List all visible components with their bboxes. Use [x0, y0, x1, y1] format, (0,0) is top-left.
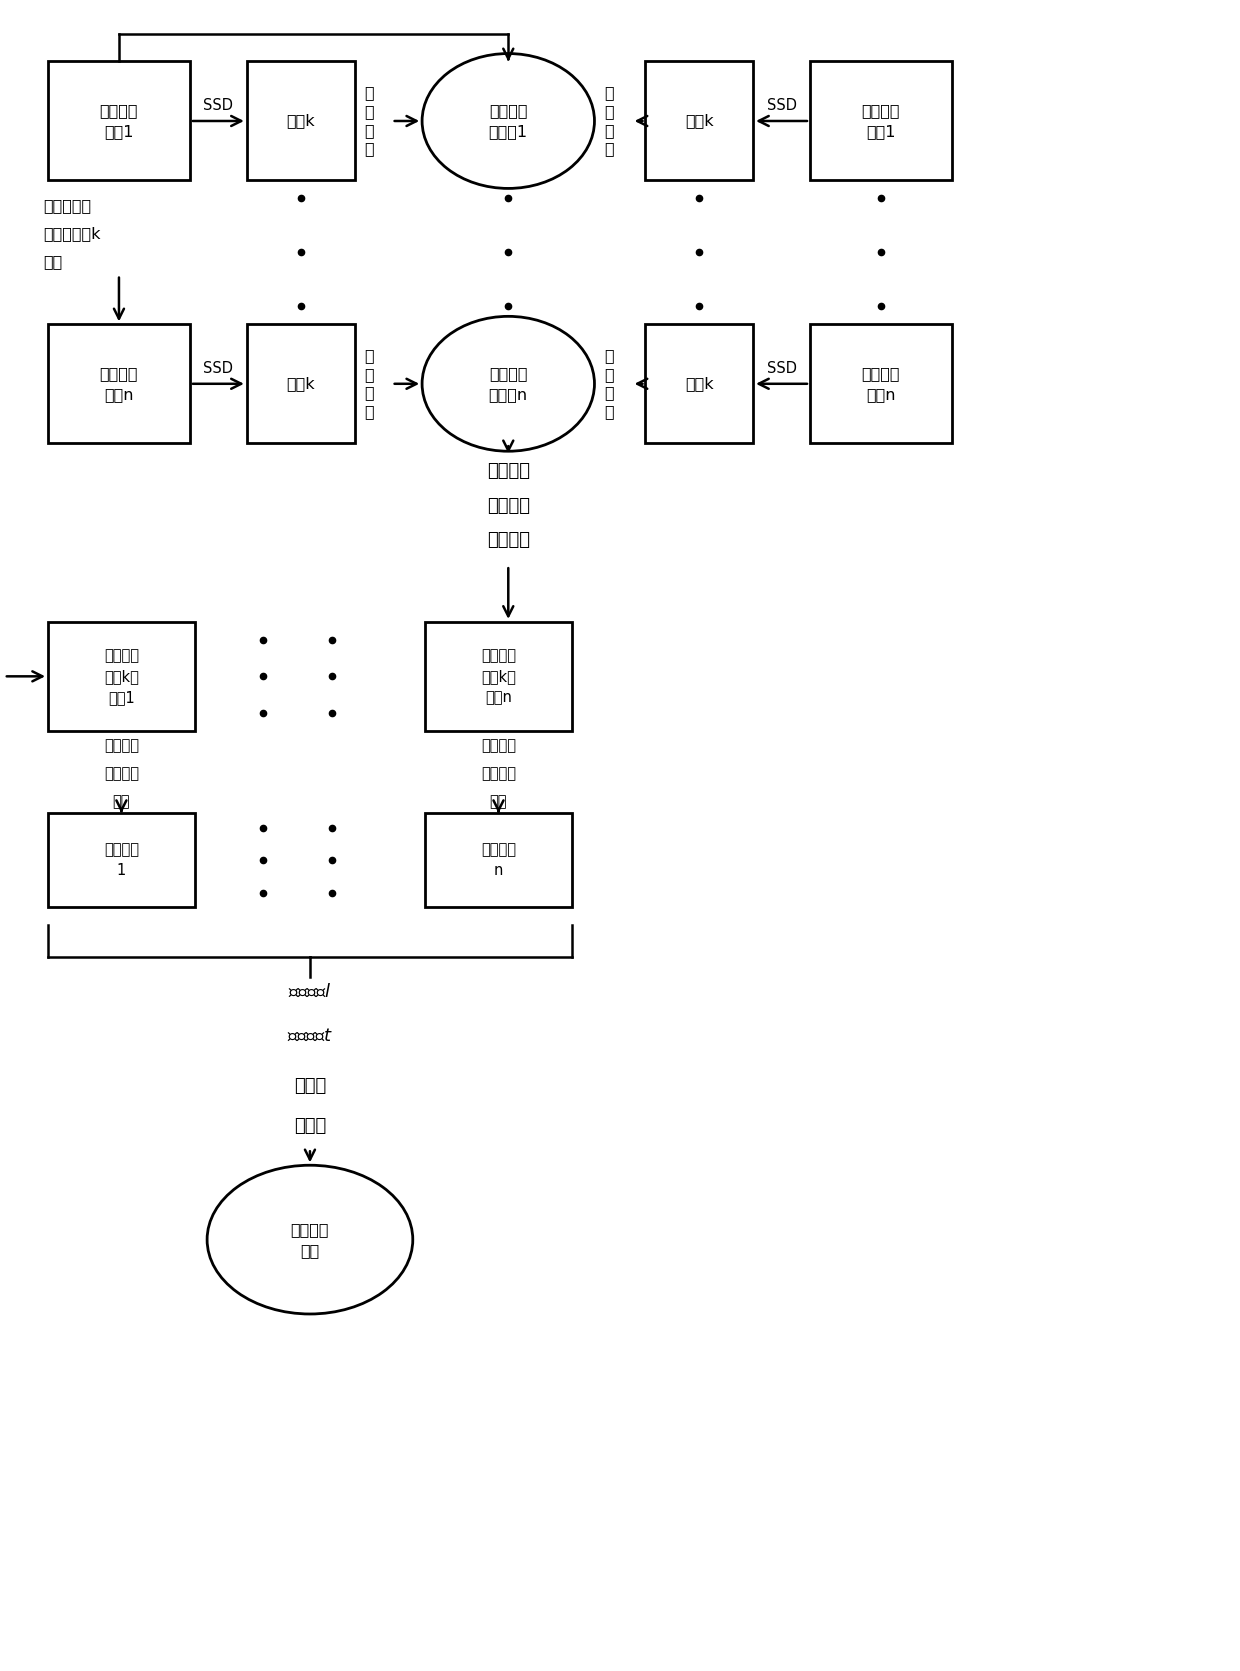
- Text: 追踪: 追踪: [43, 254, 62, 269]
- Text: 距离除: 距离除: [294, 1076, 326, 1095]
- Ellipse shape: [207, 1165, 413, 1313]
- Text: 筛选后的
车牌k匹
配点1: 筛选后的 车牌k匹 配点1: [104, 648, 139, 705]
- Text: 右相机视
频帧n: 右相机视 频帧n: [862, 366, 900, 401]
- Text: SSD: SSD: [203, 361, 233, 376]
- Text: 车牌k: 车牌k: [684, 114, 713, 129]
- Text: 视觉系统: 视觉系统: [481, 765, 516, 780]
- FancyBboxPatch shape: [48, 62, 190, 180]
- Text: 车牌k: 车牌k: [286, 114, 315, 129]
- Text: 右相机视
频帧1: 右相机视 频帧1: [862, 104, 900, 139]
- Text: 测量: 测量: [113, 794, 130, 809]
- Text: 车辆特征
匹配点n: 车辆特征 匹配点n: [489, 366, 528, 401]
- Text: SSD: SSD: [766, 361, 796, 376]
- Text: 行驶速度
信息: 行驶速度 信息: [290, 1222, 329, 1258]
- Text: 双
目
匹
配: 双 目 匹 配: [365, 348, 374, 419]
- Text: SSD: SSD: [203, 99, 233, 114]
- Text: 双目立体: 双目立体: [481, 739, 516, 754]
- FancyBboxPatch shape: [810, 62, 952, 180]
- FancyBboxPatch shape: [645, 62, 753, 180]
- Text: 双
目
匹
配: 双 目 匹 配: [604, 348, 614, 419]
- Text: 左相机视
频帧1: 左相机视 频帧1: [99, 104, 138, 139]
- Ellipse shape: [422, 316, 594, 451]
- Text: 车牌中心: 车牌中心: [487, 463, 529, 480]
- Text: 距离间隔$l$: 距离间隔$l$: [288, 983, 331, 1001]
- Text: 单目匹配，: 单目匹配，: [43, 199, 92, 214]
- FancyBboxPatch shape: [48, 324, 190, 443]
- Text: 左相机视
频帧n: 左相机视 频帧n: [99, 366, 138, 401]
- Text: 双
目
匹
配: 双 目 匹 配: [604, 85, 614, 157]
- Text: 空间位置
1: 空间位置 1: [104, 842, 139, 879]
- Ellipse shape: [422, 53, 594, 189]
- FancyBboxPatch shape: [425, 622, 572, 730]
- FancyBboxPatch shape: [247, 324, 355, 443]
- Text: 测量: 测量: [490, 794, 507, 809]
- Text: 圆过滤、: 圆过滤、: [487, 496, 529, 515]
- FancyBboxPatch shape: [810, 324, 952, 443]
- Text: 保持对车牌k: 保持对车牌k: [43, 226, 100, 241]
- FancyBboxPatch shape: [48, 622, 195, 730]
- Text: 车辆特征
匹配点1: 车辆特征 匹配点1: [489, 104, 528, 139]
- Text: 以时间: 以时间: [294, 1116, 326, 1135]
- FancyBboxPatch shape: [425, 814, 572, 907]
- Text: 车牌k: 车牌k: [286, 376, 315, 391]
- Text: 筛选后的
车牌k匹
配点n: 筛选后的 车牌k匹 配点n: [481, 648, 516, 705]
- Text: 视觉系统: 视觉系统: [104, 765, 139, 780]
- Text: 距离过滤: 距离过滤: [487, 531, 529, 550]
- FancyBboxPatch shape: [48, 814, 195, 907]
- Text: 时间间隔$t$: 时间间隔$t$: [286, 1028, 334, 1046]
- Text: SSD: SSD: [766, 99, 796, 114]
- Text: 双
目
匹
配: 双 目 匹 配: [365, 85, 374, 157]
- Text: 双目立体: 双目立体: [104, 739, 139, 754]
- FancyBboxPatch shape: [645, 324, 753, 443]
- Text: 空间位置
n: 空间位置 n: [481, 842, 516, 879]
- Text: 车牌k: 车牌k: [684, 376, 713, 391]
- FancyBboxPatch shape: [247, 62, 355, 180]
